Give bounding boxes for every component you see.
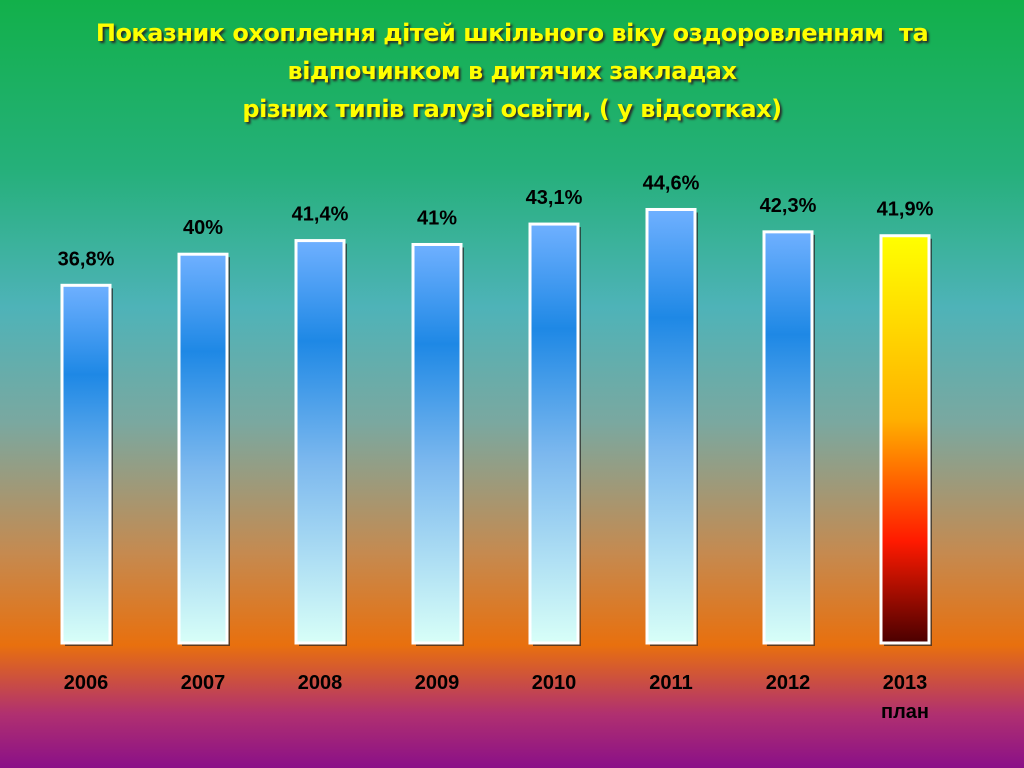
title-line: відпочинком в дитячих закладах [287,57,737,85]
bar [879,234,931,645]
value-label: 44,6% [643,172,700,194]
bar [60,283,112,645]
x-tick-label: 2010 [531,672,577,694]
value-label: 41,4% [292,204,349,226]
bar [411,242,463,645]
value-label: 41% [417,207,457,229]
value-label: 40% [183,217,223,239]
x-tick-label: 2012 [765,672,811,694]
title-line: Показник охоплення дітей шкільного віку … [95,19,929,47]
x-tick-label: 2011 [649,672,693,694]
bar [294,239,346,645]
bar [645,207,697,645]
bar [177,252,229,645]
x-tick-label: 2006 [63,672,109,694]
bar [528,222,580,645]
title-line: різних типів галузі освіти, ( у відсотка… [242,95,782,123]
value-label: 43,1% [526,187,583,209]
x-tick-label: 2008 [297,672,343,694]
value-label: 42,3% [760,195,817,217]
x-tick-label: 2007 [180,672,226,694]
value-label: 41,9% [877,199,934,221]
x-tick-label: 2013 план [881,672,929,723]
x-tick-label: 2009 [414,672,460,694]
chart-title: Показник охоплення дітей шкільного віку … [0,14,1024,128]
bar [762,230,814,645]
value-label: 36,8% [58,248,115,270]
